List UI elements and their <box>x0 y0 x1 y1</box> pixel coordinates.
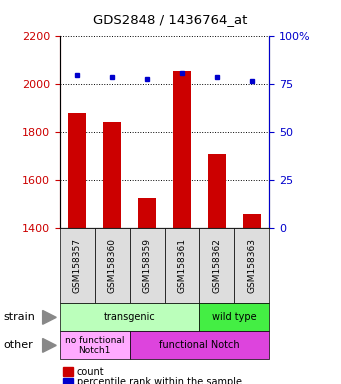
Text: GSM158360: GSM158360 <box>108 238 117 293</box>
Text: count: count <box>77 367 104 377</box>
Bar <box>208 154 226 228</box>
Text: percentile rank within the sample: percentile rank within the sample <box>77 377 242 384</box>
Text: GDS2848 / 1436764_at: GDS2848 / 1436764_at <box>93 13 248 26</box>
Text: GSM158357: GSM158357 <box>73 238 81 293</box>
Text: other: other <box>3 340 33 351</box>
Text: GSM158359: GSM158359 <box>143 238 151 293</box>
Bar <box>243 214 261 228</box>
Text: strain: strain <box>3 312 35 323</box>
Text: GSM158362: GSM158362 <box>212 238 221 293</box>
Bar <box>173 71 191 228</box>
Text: GSM158361: GSM158361 <box>178 238 187 293</box>
Bar <box>69 113 86 228</box>
Text: transgenic: transgenic <box>104 312 155 323</box>
Text: no functional
Notch1: no functional Notch1 <box>65 336 124 355</box>
Text: GSM158363: GSM158363 <box>248 238 256 293</box>
Text: wild type: wild type <box>212 312 257 323</box>
Text: functional Notch: functional Notch <box>159 340 240 351</box>
Bar <box>103 122 121 228</box>
Bar <box>138 199 156 228</box>
